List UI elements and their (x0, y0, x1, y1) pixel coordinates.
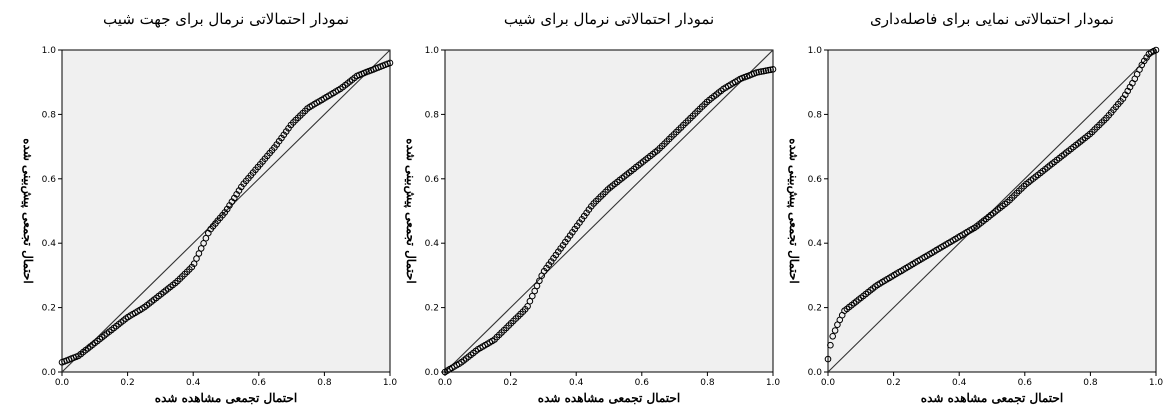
data-point (767, 66, 774, 74)
y-axis-title: احتمال تجمعی پیش‌بینی شده (403, 138, 418, 284)
y-tick-label: 0.2 (808, 304, 822, 314)
panel-3: نمودار احتمالاتی نمایی برای فاصله‌داری 0.… (786, 10, 1163, 405)
y-tick-label: 1.0 (42, 46, 57, 56)
x-tick-label: 0.4 (186, 378, 201, 388)
x-tick-label: 0.2 (503, 378, 517, 388)
x-tick-label: 1.0 (383, 378, 398, 388)
x-tick-label: 0.6 (1018, 378, 1033, 388)
data-point (526, 297, 534, 305)
y-tick-label: 0.0 (42, 368, 57, 378)
chart-title: نمودار احتمالاتی نرمال برای شیب (504, 10, 714, 28)
data-point (827, 341, 834, 349)
x-axis-title: احتمال تجمعی مشاهده شده (155, 391, 297, 405)
data-point (386, 59, 394, 67)
data-point (755, 68, 763, 76)
y-tick-label: 0.0 (425, 368, 440, 378)
x-tick-label: 0.6 (635, 378, 650, 388)
y-tick-label: 0.2 (425, 304, 439, 314)
y-tick-label: 0.2 (42, 304, 56, 314)
x-tick-label: 0.4 (952, 378, 967, 388)
data-point (824, 355, 832, 363)
chart-title: نمودار احتمالاتی نرمال برای جهت شیب (103, 10, 349, 28)
x-tick-label: 0.8 (317, 378, 332, 388)
y-tick-label: 0.4 (425, 239, 440, 249)
x-tick-label: 0.6 (252, 378, 267, 388)
data-points (58, 59, 394, 366)
data-point (757, 68, 765, 75)
y-tick-label: 1.0 (425, 46, 440, 56)
data-point (829, 333, 837, 340)
x-axis-title: احتمال تجمعی مشاهده شده (538, 391, 680, 405)
y-tick-label: 0.4 (42, 239, 57, 249)
data-point (533, 282, 541, 290)
data-point (762, 67, 770, 74)
data-point (1152, 46, 1160, 54)
x-tick-label: 0.0 (821, 378, 836, 388)
x-tick-label: 0.4 (569, 378, 584, 388)
x-tick-label: 1.0 (766, 378, 781, 388)
x-tick-label: 0.8 (700, 378, 715, 388)
data-point (202, 234, 210, 242)
y-tick-label: 1.0 (808, 46, 823, 56)
y-tick-label: 0.8 (42, 110, 57, 120)
chart-title: نمودار احتمالاتی نمایی برای فاصله‌داری (870, 10, 1114, 28)
y-tick-label: 0.6 (425, 175, 440, 185)
x-tick-label: 0.2 (120, 378, 134, 388)
data-point (193, 255, 200, 262)
x-tick-label: 0.0 (55, 378, 70, 388)
reference-line (61, 49, 391, 373)
panel-2: نمودار احتمالاتی نرمال برای شیب 0.0 0.2 0.4… (403, 10, 780, 405)
data-points (441, 66, 777, 376)
x-tick-label: 0.8 (1083, 378, 1098, 388)
y-tick-label: 0.6 (808, 175, 823, 185)
y-axis-title: احتمال تجمعی پیش‌بینی شده (20, 138, 35, 284)
y-tick-label: 0.0 (808, 368, 823, 378)
data-points (824, 46, 1160, 363)
y-tick-label: 0.6 (42, 175, 57, 185)
x-tick-label: 1.0 (1149, 378, 1164, 388)
data-point (769, 66, 777, 73)
y-axis-title: احتمال تجمعی پیش‌بینی شده (786, 138, 801, 284)
data-point (831, 327, 839, 334)
data-point (765, 66, 772, 74)
data-point (197, 245, 205, 252)
y-tick-label: 0.8 (808, 110, 823, 120)
x-tick-label: 0.0 (438, 378, 453, 388)
data-point (190, 260, 198, 268)
x-axis-title: احتمال تجمعی مشاهده شده (921, 391, 1063, 405)
x-tick-label: 0.2 (886, 378, 900, 388)
y-tick-label: 0.4 (808, 239, 823, 249)
data-point (529, 292, 536, 300)
reference-line (444, 49, 774, 373)
y-tick-label: 0.8 (425, 110, 440, 120)
